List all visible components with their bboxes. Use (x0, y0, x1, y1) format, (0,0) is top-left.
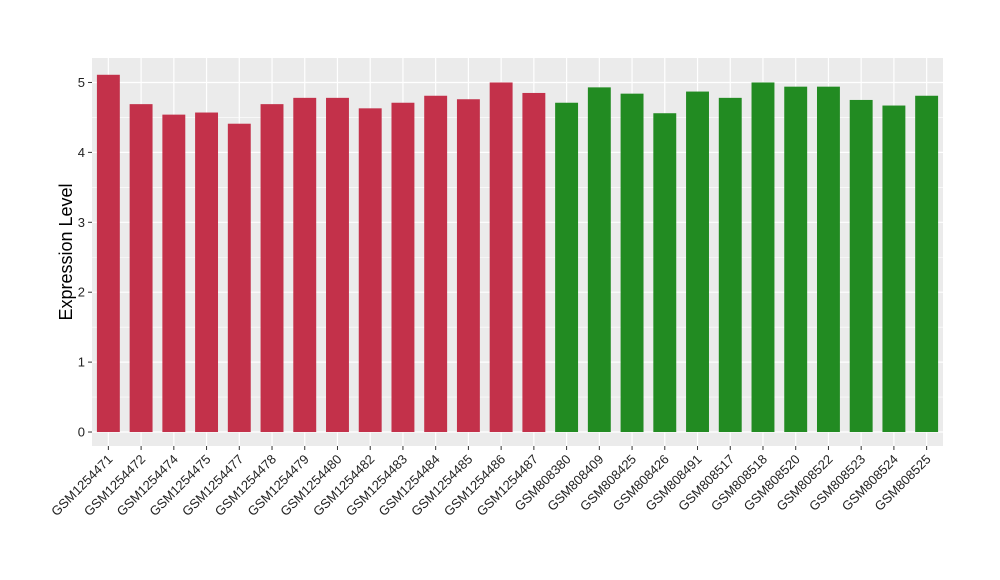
bar-GSM1254484 (424, 95, 448, 433)
bar-GSM1254482 (358, 108, 382, 433)
bar-GSM1254483 (391, 102, 415, 433)
bar-GSM1254475 (195, 112, 219, 433)
bar-GSM808409 (587, 87, 611, 433)
bar-GSM808426 (653, 113, 677, 433)
bar-GSM1254487 (522, 92, 546, 433)
y-tick-label: 5 (78, 75, 85, 90)
bar-GSM808525 (915, 95, 939, 433)
bar-GSM808522 (816, 86, 840, 433)
bar-GSM808523 (849, 99, 873, 433)
y-axis: 0 1 2 3 4 5 (78, 75, 92, 440)
plot-panel (92, 58, 943, 446)
bar-GSM1254474 (162, 114, 186, 433)
bar-GSM1254478 (260, 104, 284, 433)
bar-GSM808425 (620, 93, 644, 433)
bar-GSM1254485 (456, 99, 480, 433)
y-tick-label: 3 (78, 215, 85, 230)
bar-GSM808517 (718, 97, 742, 433)
bars (96, 74, 939, 433)
bar-GSM1254477 (227, 123, 251, 433)
bar-GSM808524 (882, 105, 906, 433)
y-tick-label: 0 (78, 425, 85, 440)
y-tick-label: 1 (78, 355, 85, 370)
bar-GSM1254480 (326, 97, 349, 433)
x-axis: GSM1254471GSM1254472GSM1254474GSM1254475… (48, 446, 934, 519)
y-tick-label: 2 (78, 285, 85, 300)
bar-GSM1254486 (489, 82, 513, 433)
bar-GSM1254479 (293, 97, 317, 433)
bar-GSM808518 (751, 82, 775, 433)
bar-GSM1254472 (129, 104, 153, 433)
y-axis-title: Expression Level (56, 183, 76, 320)
bar-GSM808380 (555, 102, 579, 433)
bar-GSM1254471 (96, 74, 120, 433)
y-tick-label: 4 (78, 145, 85, 160)
bar-GSM808520 (784, 86, 808, 433)
bar-GSM808491 (686, 91, 709, 433)
